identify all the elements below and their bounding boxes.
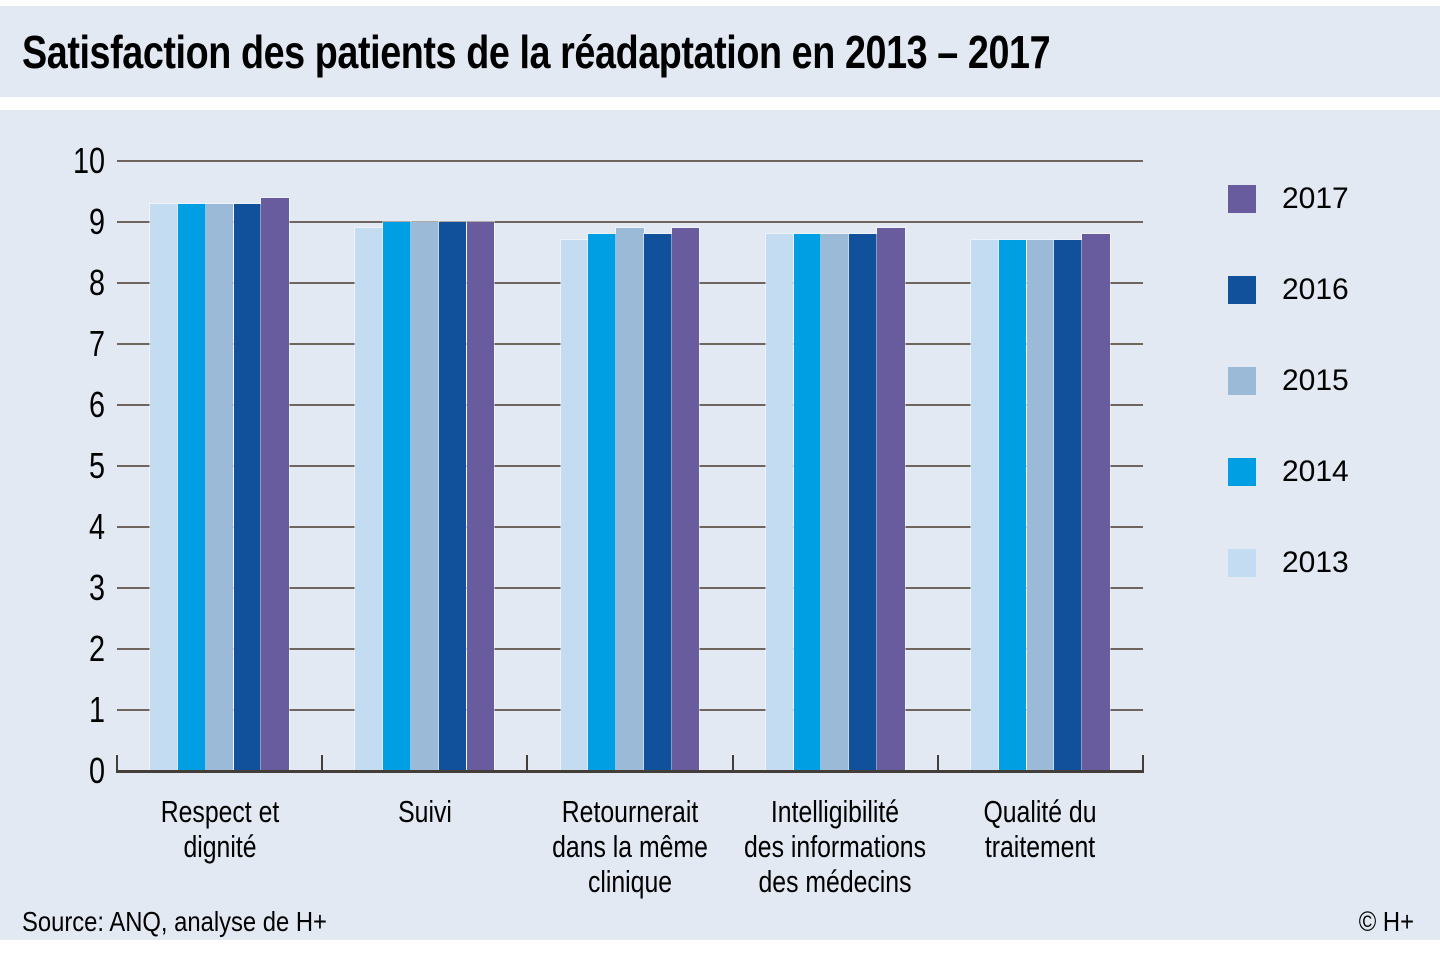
y-tick-label: 6 (88, 384, 105, 425)
bar-2013-group4 (765, 234, 794, 771)
bar-2017-group5 (1082, 234, 1110, 771)
x-axis-tick (321, 755, 324, 770)
y-tick-label: 4 (88, 506, 105, 547)
x-axis-tick (1142, 755, 1144, 770)
bar-2015-group2 (410, 222, 439, 771)
y-tick-label: 8 (88, 262, 105, 303)
y-tick-label: 10 (72, 140, 105, 181)
bar-2017-group4 (876, 228, 905, 771)
x-axis-tick (526, 755, 529, 770)
y-tick-label: 2 (88, 628, 105, 669)
legend-swatch-2013 (1228, 549, 1256, 577)
category-label-3: Retournerait dans la même clinique (552, 794, 708, 899)
x-axis-tick (936, 755, 939, 770)
legend-item-2017: 2017 (1228, 182, 1349, 215)
y-tick-label: 3 (88, 567, 105, 608)
category-label-1: Respect et dignité (160, 794, 279, 864)
legend-swatch-2016 (1228, 276, 1256, 304)
bar-2014-group3 (588, 234, 617, 771)
legend-swatch-2014 (1228, 458, 1256, 486)
bar-2014-group2 (383, 222, 411, 771)
legend-label-2016: 2016 (1282, 273, 1349, 306)
legend-label-2014: 2014 (1282, 455, 1349, 488)
y-tick-label: 0 (88, 750, 105, 791)
bar-2015-group3 (616, 228, 644, 771)
plot-area: 0 1 2 3 4 5 6 7 8 9 10 Respect et dignité Suivi Retou… (0, 110, 1440, 940)
legend-swatch-2015 (1228, 367, 1256, 395)
y-tick-label: 1 (88, 689, 105, 730)
bar-2015-group5 (1026, 240, 1055, 771)
bar-2013-group5 (970, 240, 999, 771)
bar-2014-group5 (998, 240, 1027, 771)
chart-title: Satisfaction des patients de la réadapta… (22, 25, 1051, 78)
bar-2013-group2 (355, 228, 384, 771)
bar-2014-group4 (793, 234, 822, 771)
category-label-2: Suivi (397, 794, 452, 829)
copyright-note: © H+ (1358, 906, 1414, 937)
category-label-5: Qualité du traitement (983, 794, 1097, 864)
bar-2013-group3 (560, 240, 589, 771)
legend-item-2015: 2015 (1228, 364, 1349, 397)
bar-2016-group1 (233, 203, 262, 771)
legend-item-2016: 2016 (1228, 273, 1349, 306)
bar-2015-group1 (205, 203, 234, 771)
bar-2017-group1 (261, 197, 290, 771)
bar-2017-group3 (671, 228, 700, 771)
bar-2016-group5 (1054, 240, 1083, 771)
y-tick-label: 7 (88, 323, 105, 364)
legend-swatch-2017 (1228, 185, 1256, 213)
y-tick-label: 5 (88, 445, 105, 486)
x-axis-tick (731, 755, 734, 770)
category-label-4: Intelligibilité des informations des méd… (744, 794, 927, 899)
bar-2013-group1 (150, 203, 178, 771)
bar-2016-group2 (438, 222, 467, 771)
legend-label-2013: 2013 (1282, 546, 1349, 579)
bar-2017-group2 (466, 222, 495, 771)
gridline-10 (117, 160, 1143, 162)
gridline-9 (117, 221, 1143, 223)
chart-panel: 0 1 2 3 4 5 6 7 8 9 10 Respect et dignité Suivi Retou… (0, 110, 1440, 940)
x-axis-tick (116, 755, 118, 770)
bar-2014-group1 (177, 203, 206, 771)
bar-2015-group4 (821, 234, 850, 771)
legend-item-2014: 2014 (1228, 455, 1349, 488)
source-note: Source: ANQ, analyse de H+ (22, 906, 327, 937)
legend-label-2017: 2017 (1282, 182, 1349, 215)
x-axis-line (116, 770, 1144, 773)
legend-item-2013: 2013 (1228, 546, 1349, 579)
bar-2016-group4 (849, 234, 877, 771)
bar-2016-group3 (643, 234, 672, 771)
y-tick-label: 9 (88, 201, 105, 242)
legend-label-2015: 2015 (1282, 364, 1349, 397)
title-bar: Satisfaction des patients de la réadapta… (0, 6, 1440, 97)
